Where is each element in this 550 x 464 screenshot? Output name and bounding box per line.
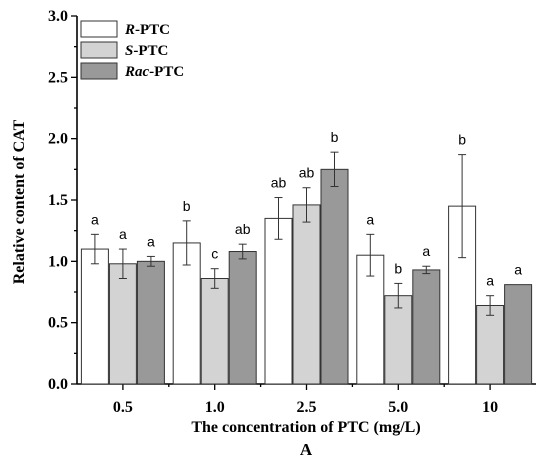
bar: [80, 248, 109, 385]
bar: [200, 278, 229, 385]
x-axis-title: The concentration of PTC (mg/L): [191, 419, 420, 436]
significance-label: ab: [299, 165, 315, 181]
significance-label: a: [147, 233, 155, 249]
legend-label: Rac-PTC: [124, 64, 184, 80]
significance-label: a: [91, 211, 99, 227]
x-tick-label: 2.5: [297, 399, 317, 416]
bar: [476, 304, 505, 385]
x-tick-label: 10: [482, 399, 498, 416]
y-tick-label: 1.0: [48, 253, 68, 270]
legend-swatch: [80, 20, 118, 38]
x-tick-label: 5.0: [388, 399, 408, 416]
significance-label: a: [486, 273, 494, 289]
x-tick-label: 1.0: [205, 399, 225, 416]
bar: [172, 242, 201, 385]
significance-label: b: [458, 132, 466, 148]
bar: [292, 204, 321, 385]
x-tick-label: 0.5: [113, 399, 133, 416]
significance-label: a: [119, 226, 127, 242]
legend-label: S-PTC: [125, 43, 168, 59]
plot-area: 0.00.51.01.52.02.53.00.5aa a1.0bcab2.5aba…: [48, 8, 536, 416]
bar: [412, 269, 441, 385]
y-tick-label: 0.5: [48, 315, 68, 332]
legend-swatch: [80, 62, 118, 80]
y-tick-label: 3.0: [48, 8, 68, 25]
legend-label: R-PTC: [124, 22, 170, 38]
legend-label-italic: R: [124, 22, 135, 38]
legend-label-italic: S: [125, 43, 133, 59]
legend-label-italic: Rac: [124, 64, 150, 80]
panel-label: A: [300, 440, 313, 459]
significance-label: ab: [235, 221, 251, 237]
y-axis-title: Relative content of CAT: [11, 119, 28, 284]
y-tick-label: 0.0: [48, 376, 68, 393]
bar: [356, 254, 385, 385]
bar: [504, 284, 533, 385]
bar: [228, 251, 257, 385]
y-tick-label: 2.0: [48, 131, 68, 148]
legend-label-rest: -PTC: [135, 22, 170, 38]
significance-label: b: [394, 260, 402, 276]
significance-label: c: [211, 246, 218, 262]
y-tick-label: 1.5: [48, 192, 68, 209]
legend-swatch: [80, 41, 118, 59]
significance-label: b: [183, 198, 191, 214]
legend-label-rest: -PTC: [133, 43, 168, 59]
bar: [320, 168, 349, 385]
bar: [384, 295, 413, 385]
bar: [136, 260, 165, 385]
legend-label-rest: -PTC: [149, 64, 184, 80]
significance-label: b: [331, 129, 339, 145]
significance-label: a: [422, 243, 430, 259]
y-tick-label: 2.5: [48, 69, 68, 86]
bar: [108, 263, 137, 385]
bar: [264, 217, 293, 385]
significance-label: a: [514, 262, 522, 278]
significance-label: a: [366, 211, 374, 227]
significance-label: ab: [271, 175, 287, 191]
